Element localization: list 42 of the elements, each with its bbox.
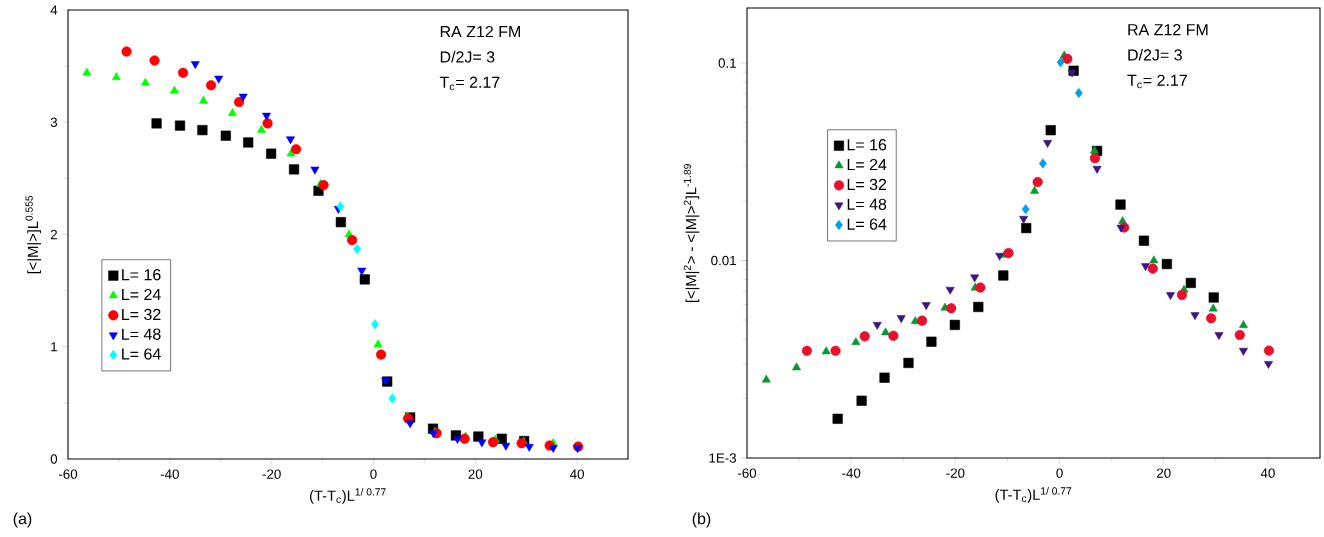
x-tick-label: -60 [58,469,78,479]
x-tick-label: 0 [1056,468,1063,478]
x-tick-label: -40 [842,468,861,478]
text: (b) [692,512,711,528]
legend-label: L= 48 [847,198,887,210]
legend-label: L= 16 [122,269,161,281]
y-tick-label: 0.1 [718,58,736,68]
x-tick-label: -40 [160,469,179,479]
legend-label: L= 64 [847,218,887,230]
x-tick-label: -20 [262,469,281,479]
x-axis-title: (T-T$_{c}$)L$^{1/ 0.77}$ [995,487,1072,503]
annotation: D/2J= 3 [1128,48,1182,61]
legend-label: L= 24 [847,158,887,171]
text: (a) [13,512,32,528]
annotation: T$_{c}$= 2.17 [439,76,500,91]
y-tick-label: 3 [50,117,58,127]
y-tick-label: 0 [50,454,58,464]
x-tick-label: 20 [1156,468,1171,478]
y-tick-label: 0.01 [711,255,736,266]
x-axis-title: (T-T$_{c}$)L$^{1/ 0.77}$ [310,487,386,504]
y-axis-title: [<|M|$^{2}$> - <|M|>$^{2}$]L$^{-1.89}$ [683,164,700,303]
legend-label: L= 64 [122,348,161,360]
y-tick-label: 1E-3 [709,453,737,463]
x-tick-label: 20 [468,469,483,479]
legend-label: L= 48 [122,328,161,340]
annotation: RA Z12 FM [440,25,520,38]
x-tick-label: -60 [737,468,757,478]
y-tick-label: 2 [50,229,57,240]
y-tick-label: 1 [51,342,57,352]
legend-label: L= 24 [122,288,161,301]
x-tick-label: 40 [570,469,584,479]
legend-label: L= 16 [847,139,887,151]
legend-label: L= 32 [847,178,887,191]
x-tick-label: 0 [370,469,377,479]
y-axis-title: [<|M|>]L$^{0.555}$ [25,195,42,274]
annotation: D/2J= 3 [440,50,495,63]
annotation: RA Z12 FM [1128,23,1208,36]
x-tick-label: -20 [946,468,965,478]
annotation: T$_{c}$= 2.17 [1127,74,1187,89]
legend-label: L= 32 [122,308,161,321]
x-tick-label: 40 [1260,468,1275,478]
y-tick-label: 4 [50,5,58,15]
